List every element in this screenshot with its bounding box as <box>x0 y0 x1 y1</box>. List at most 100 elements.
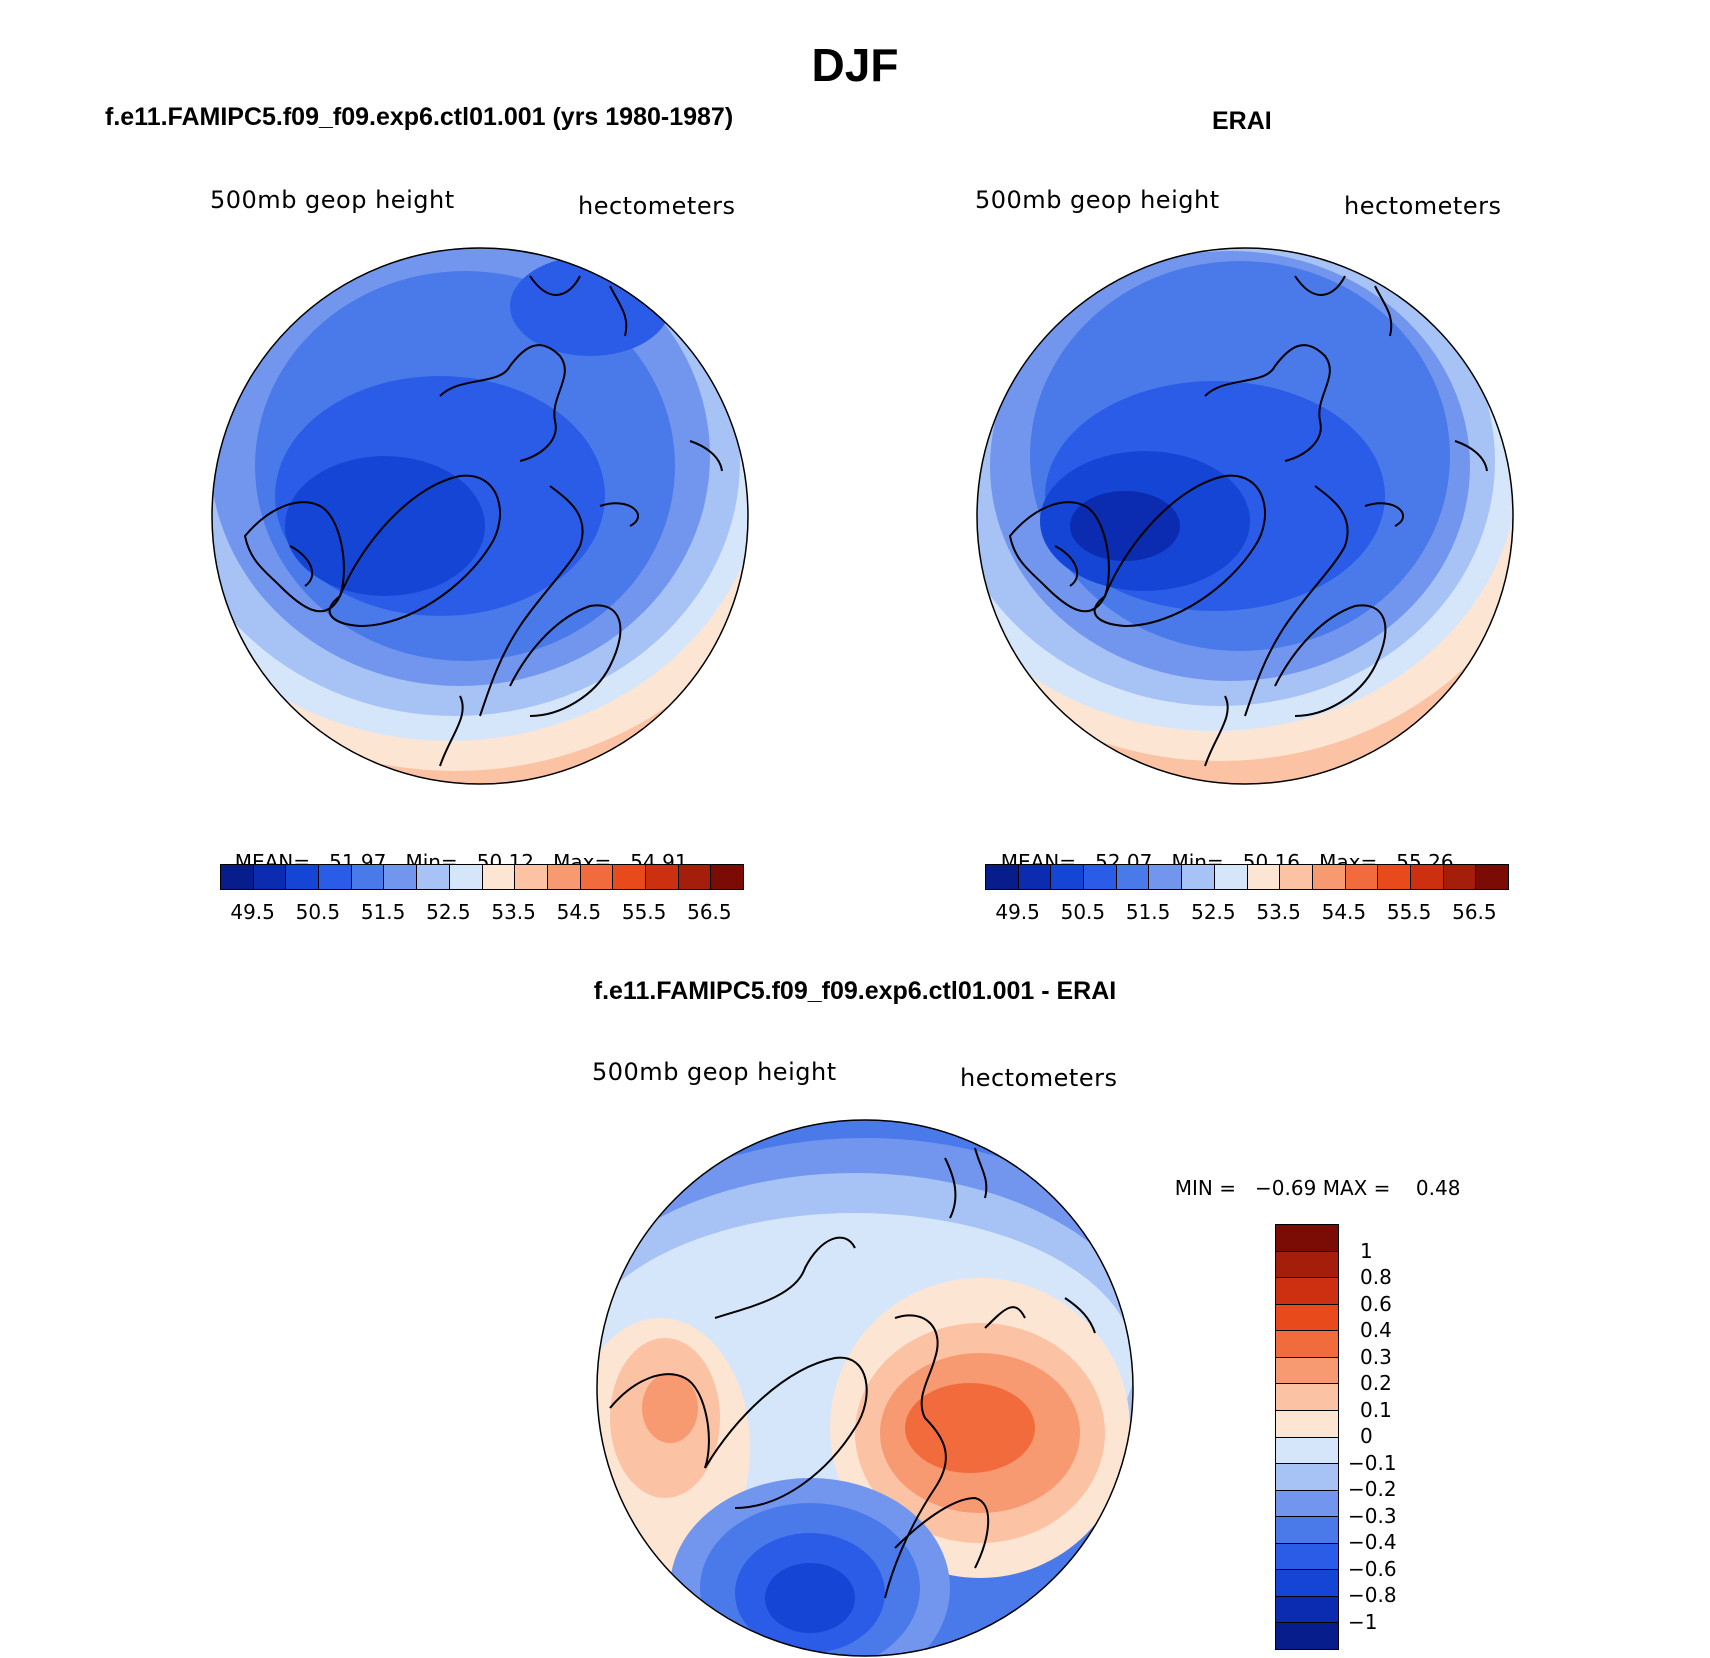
min-label: MIN = <box>1174 1176 1236 1200</box>
colorbar-swatch <box>417 865 450 889</box>
contour-fill <box>642 1373 698 1443</box>
colorbar-tick-label: 52.5 <box>1191 900 1236 924</box>
colorbar-tick-label: 51.5 <box>1125 900 1171 924</box>
colorbar-tick-label: 51.5 <box>360 900 406 924</box>
coastlines <box>609 1147 1096 1599</box>
colorbar-tick-label: 54.5 <box>1321 900 1367 924</box>
colorbar-tick-label: 0.1 <box>1360 1397 1392 1422</box>
colorbar-tick-label: 49.5 <box>230 900 275 924</box>
coastlines <box>1008 275 1488 767</box>
colorbar-tick-label: −1 <box>1348 1609 1378 1634</box>
colorbar-swatch <box>1214 865 1248 889</box>
colorbar-swatch <box>986 865 1019 889</box>
colorbar-swatch <box>1345 865 1379 889</box>
figure-title: DJF <box>811 39 899 91</box>
panel-1-colorbar <box>220 864 744 890</box>
colorbar-tick-label: −0.8 <box>1348 1583 1397 1607</box>
panel-3-polar-map <box>596 1119 1134 1657</box>
panel-2-variable-label: 500mb geop height <box>975 186 1220 214</box>
colorbar-swatch <box>1476 865 1508 889</box>
colorbar-tick-label: 53.5 <box>1256 900 1301 924</box>
panel-2-colorbar-ticks: 49.5 50.5 51.5 52.5 53.5 54.5 55.5 56.5 <box>985 900 1507 924</box>
colorbar-swatch <box>1084 865 1117 889</box>
panel-1-title: f.e11.FAMIPC5.f09_f09.exp6.ctl01.001 (yr… <box>105 103 734 131</box>
colorbar-swatch <box>1276 1410 1338 1438</box>
colorbar-swatch <box>1312 865 1346 889</box>
colorbar-swatch <box>1280 865 1313 889</box>
colorbar-tick-label: 55.5 <box>621 900 667 924</box>
panel-3-colorbar <box>1275 1224 1339 1650</box>
contour-fill <box>905 1383 1035 1473</box>
panel-3-units-label: hectometers <box>960 1064 1118 1092</box>
colorbar-tick-label: 0.8 <box>1360 1265 1392 1289</box>
colorbar-swatch <box>1276 1225 1338 1252</box>
panel-3-variable-label: 500mb geop height <box>592 1058 837 1086</box>
colorbar-tick-label: 0.6 <box>1360 1291 1392 1316</box>
colorbar-tick-label: −0.6 <box>1348 1556 1397 1581</box>
colorbar-swatch <box>351 865 385 889</box>
colorbar-swatch <box>1018 865 1052 889</box>
colorbar-swatch <box>221 865 254 889</box>
colorbar-swatch <box>1149 865 1183 889</box>
colorbar-tick-label: 55.5 <box>1386 900 1432 924</box>
colorbar-swatch <box>547 865 581 889</box>
colorbar-tick-label: 53.5 <box>491 900 536 924</box>
colorbar-tick-label: 0.3 <box>1360 1344 1392 1369</box>
panel-1-variable-label: 500mb geop height <box>210 186 455 214</box>
colorbar-tick-label: −0.4 <box>1348 1530 1397 1554</box>
colorbar-tick-label: 56.5 <box>1452 900 1497 924</box>
colorbar-swatch <box>1378 865 1411 889</box>
colorbar-tick-label: 50.5 <box>1060 900 1106 924</box>
colorbar-swatch <box>711 865 743 889</box>
coastlines <box>243 275 723 767</box>
panel-3-stats: MIN = −0.69 MAX = 0.48 <box>1162 1152 1461 1200</box>
colorbar-swatch <box>1276 1543 1338 1571</box>
colorbar-swatch <box>1276 1570 1338 1597</box>
colorbar-tick-label: 0.2 <box>1360 1371 1392 1395</box>
colorbar-tick-label: 0 <box>1360 1424 1373 1448</box>
panel-2-colorbar <box>985 864 1509 890</box>
colorbar-swatch <box>1276 1304 1338 1332</box>
colorbar-tick-label: 54.5 <box>556 900 602 924</box>
colorbar-swatch <box>1276 1623 1338 1649</box>
colorbar-tick-label: 52.5 <box>426 900 471 924</box>
max-value: 0.48 <box>1415 1176 1461 1200</box>
contour-fill <box>765 1563 855 1633</box>
panel-2-title: ERAI <box>1212 107 1272 135</box>
panel-1-colorbar-ticks: 49.5 50.5 51.5 52.5 53.5 54.5 55.5 56.5 <box>220 900 742 924</box>
colorbar-swatch <box>1276 1464 1338 1491</box>
colorbar-tick-label: −0.1 <box>1348 1450 1397 1475</box>
panel-2-polar-map <box>976 247 1514 785</box>
colorbar-swatch <box>286 865 320 889</box>
colorbar-swatch <box>1443 865 1477 889</box>
colorbar-swatch <box>1410 865 1444 889</box>
colorbar-swatch <box>1276 1596 1338 1624</box>
colorbar-swatch <box>1276 1251 1338 1279</box>
colorbar-swatch <box>1276 1384 1338 1411</box>
colorbar-tick-label: 50.5 <box>295 900 341 924</box>
colorbar-tick-label: 56.5 <box>687 900 732 924</box>
colorbar-swatch <box>515 865 548 889</box>
colorbar-swatch <box>1276 1331 1338 1358</box>
colorbar-swatch <box>1116 865 1150 889</box>
colorbar-tick-label: −0.2 <box>1348 1477 1397 1501</box>
colorbar-swatch <box>613 865 646 889</box>
colorbar-swatch <box>449 865 483 889</box>
max-label: MAX = <box>1322 1176 1391 1200</box>
colorbar-swatch <box>580 865 614 889</box>
colorbar-swatch <box>1276 1437 1338 1465</box>
colorbar-tick-label: 49.5 <box>995 900 1040 924</box>
colorbar-swatch <box>319 865 352 889</box>
colorbar-tick-label: 0.4 <box>1360 1318 1392 1342</box>
panel-2-units-label: hectometers <box>1344 192 1502 220</box>
panel-1-units-label: hectometers <box>578 192 736 220</box>
min-value: −0.69 <box>1255 1176 1317 1200</box>
colorbar-swatch <box>1276 1357 1338 1385</box>
colorbar-swatch <box>482 865 516 889</box>
panel-3-colorbar-ticks: 1 0.8 0.6 0.4 0.3 0.2 0.1 0 −0.1 −0.2 −0.3 −0.4 −0.6… <box>1348 1224 1428 1648</box>
colorbar-swatch <box>1276 1278 1338 1305</box>
panel-3-title: f.e11.FAMIPC5.f09_f09.exp6.ctl01.001 - E… <box>593 977 1117 1005</box>
colorbar-swatch <box>1276 1517 1338 1544</box>
colorbar-swatch <box>645 865 679 889</box>
colorbar-swatch <box>678 865 712 889</box>
